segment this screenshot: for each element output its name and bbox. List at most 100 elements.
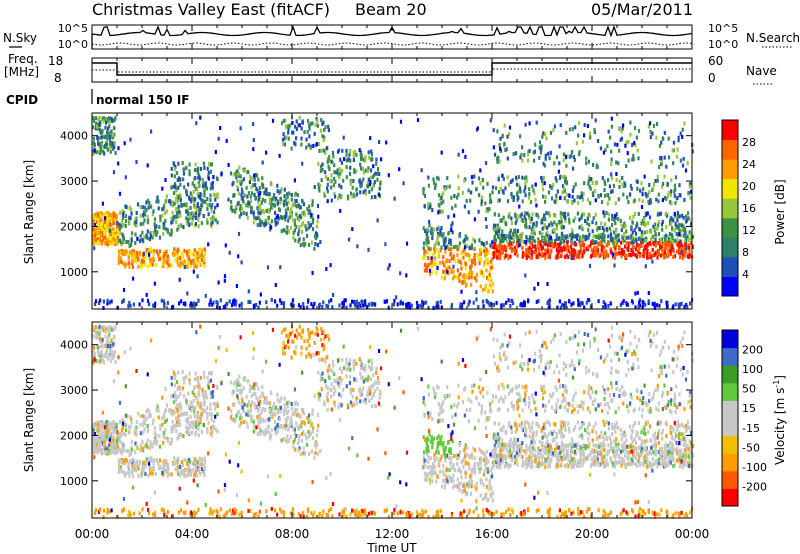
power-cell xyxy=(641,234,644,239)
power-cell xyxy=(121,260,124,265)
power-cell xyxy=(326,177,329,182)
power-cell xyxy=(279,200,282,205)
power-cell xyxy=(258,300,261,305)
velocity-cell xyxy=(240,420,243,425)
power-cell xyxy=(212,216,216,221)
power-cell xyxy=(487,300,490,305)
power-cell xyxy=(112,221,115,226)
power-cell xyxy=(264,219,267,224)
power-cell xyxy=(424,249,427,254)
power-cell xyxy=(302,202,305,207)
power-cell xyxy=(297,229,300,234)
power-cell xyxy=(116,305,119,310)
velocity-cell xyxy=(138,448,142,453)
power-cell xyxy=(200,193,203,198)
power-cell xyxy=(175,220,178,224)
power-cell xyxy=(293,222,296,227)
power-cell xyxy=(122,261,125,266)
power-cell xyxy=(559,211,562,216)
velocity-cell xyxy=(311,411,314,416)
power-cell xyxy=(238,179,241,184)
power-cell xyxy=(507,182,510,187)
velocity-cell xyxy=(197,390,200,395)
power-cell xyxy=(564,176,567,181)
power-cell xyxy=(185,202,188,207)
power-cell xyxy=(202,199,205,204)
velocity-cell xyxy=(140,470,143,475)
power-cell xyxy=(571,150,574,155)
velocity-cell xyxy=(144,464,147,469)
power-cell xyxy=(571,194,574,199)
velocity-cell xyxy=(165,458,168,463)
power-cell xyxy=(585,156,588,161)
power-cell xyxy=(420,168,423,173)
power-cell xyxy=(515,249,518,254)
power-cell xyxy=(561,235,564,240)
power-cell xyxy=(504,236,507,241)
power-cell xyxy=(108,216,111,221)
power-cell xyxy=(542,175,546,180)
power-cell xyxy=(484,253,487,258)
velocity-cell xyxy=(185,399,188,404)
power-cell xyxy=(678,304,681,309)
power-cell xyxy=(596,226,599,231)
velocity-cell xyxy=(173,456,176,461)
power-cell xyxy=(588,263,592,268)
power-cell xyxy=(295,136,298,141)
velocity-cell xyxy=(254,381,257,386)
power-cell xyxy=(463,247,466,252)
power-cell xyxy=(148,237,151,242)
power-cell xyxy=(243,193,246,198)
power-cell xyxy=(200,221,203,226)
power-cell xyxy=(327,164,330,169)
power-cell xyxy=(330,185,333,190)
velocity-cell xyxy=(177,386,180,391)
power-cell xyxy=(157,199,160,204)
power-cell xyxy=(170,173,173,178)
power-cell xyxy=(603,213,606,218)
power-cell xyxy=(295,224,298,229)
power-cell xyxy=(670,244,674,249)
velocity-cell xyxy=(122,458,126,463)
power-cell xyxy=(97,233,101,238)
power-cell xyxy=(374,171,377,176)
power-cell xyxy=(130,259,133,264)
power-cell xyxy=(624,224,627,229)
velocity-cell xyxy=(177,404,180,409)
power-cell xyxy=(193,197,196,202)
power-cell xyxy=(131,265,135,270)
power-cell xyxy=(624,256,627,261)
power-cell xyxy=(307,225,310,230)
power-cell xyxy=(453,259,456,264)
velocity-cell xyxy=(186,461,189,466)
power-cell xyxy=(497,177,500,182)
power-cell xyxy=(252,138,255,143)
velocity-cell xyxy=(206,375,209,380)
power-cell xyxy=(546,243,550,248)
power-cell xyxy=(516,229,519,233)
power-cell xyxy=(618,148,621,153)
power-cell xyxy=(405,302,408,307)
power-cell xyxy=(173,162,176,167)
velocity-cell xyxy=(97,442,101,447)
power-cell xyxy=(266,265,270,270)
power-cell xyxy=(519,214,522,218)
power-cell xyxy=(577,201,580,205)
power-cell xyxy=(686,211,690,216)
power-cell xyxy=(96,227,99,232)
power-cell xyxy=(485,298,488,303)
velocity-cell xyxy=(93,351,96,356)
power-cell xyxy=(528,215,531,220)
power-cell xyxy=(667,234,670,239)
power-cell xyxy=(549,184,552,189)
velocity-cell xyxy=(201,458,204,463)
power-cell xyxy=(243,169,246,174)
power-cell xyxy=(369,136,372,141)
power-cell xyxy=(447,240,451,245)
velocity-cell xyxy=(177,413,180,418)
power-cell xyxy=(534,250,537,255)
velocity-cell xyxy=(194,395,197,400)
velocity-cell xyxy=(168,441,171,446)
power-cell xyxy=(190,260,193,265)
power-cell xyxy=(232,172,235,177)
